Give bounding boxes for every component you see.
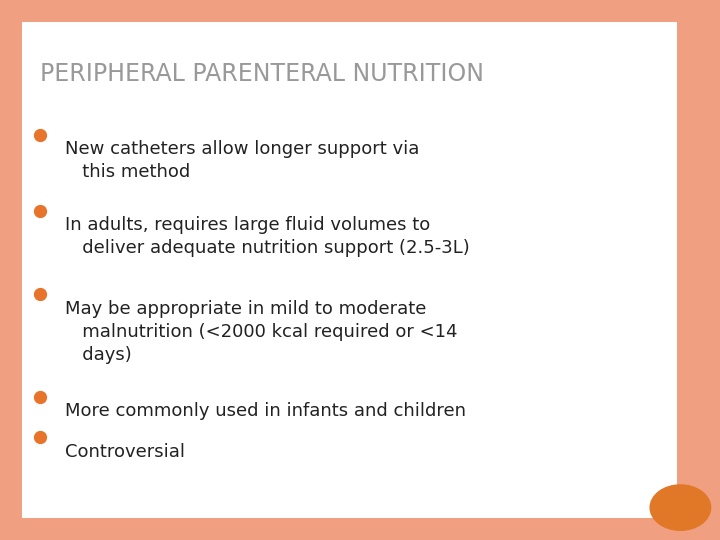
Text: More commonly used in infants and children: More commonly used in infants and childr… — [65, 402, 466, 420]
Text: PERIPHERAL PARENTERAL NUTRITION: PERIPHERAL PARENTERAL NUTRITION — [40, 62, 484, 86]
Point — [34, 131, 45, 139]
Point — [34, 206, 45, 215]
Text: Controversial: Controversial — [65, 443, 185, 461]
Point — [34, 393, 45, 401]
Point — [34, 290, 45, 299]
Point — [34, 433, 45, 442]
Text: May be appropriate in mild to moderate
   malnutrition (<2000 kcal required or <: May be appropriate in mild to moderate m… — [65, 300, 457, 363]
Circle shape — [650, 485, 711, 530]
Text: In adults, requires large fluid volumes to
   deliver adequate nutrition support: In adults, requires large fluid volumes … — [65, 216, 469, 257]
FancyBboxPatch shape — [22, 22, 677, 518]
Text: New catheters allow longer support via
   this method: New catheters allow longer support via t… — [65, 140, 419, 181]
